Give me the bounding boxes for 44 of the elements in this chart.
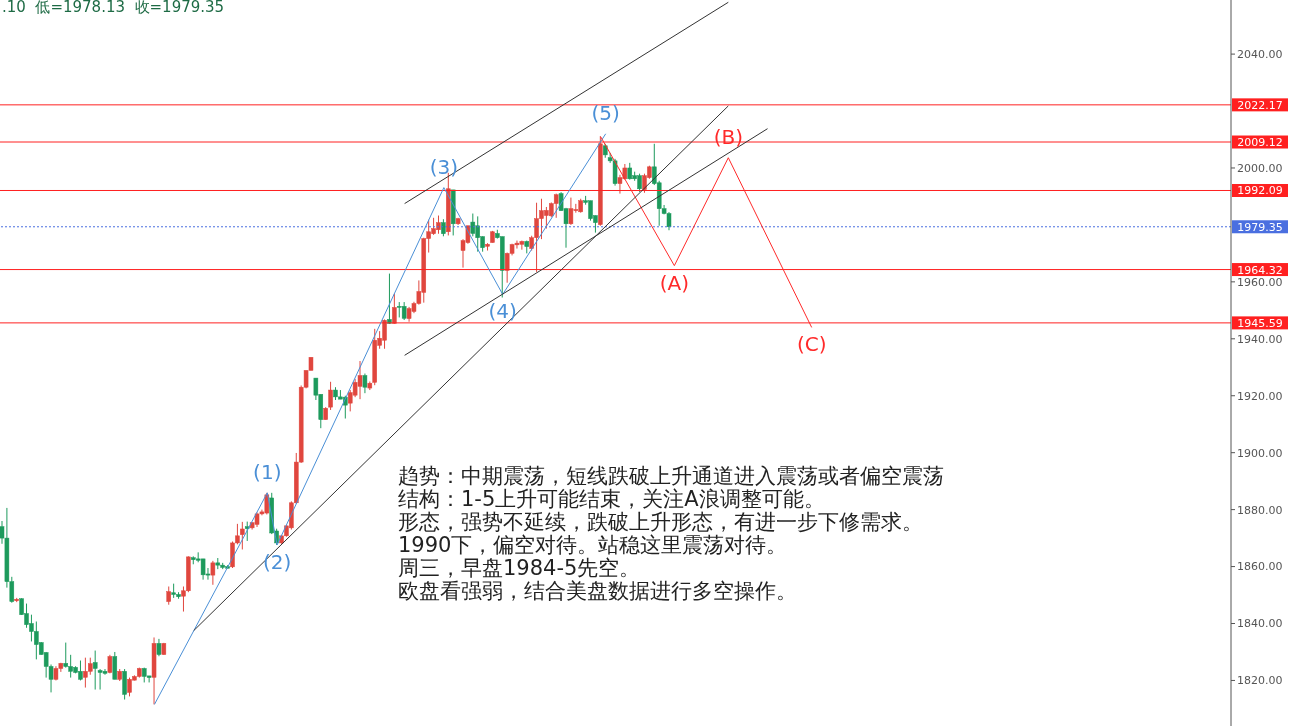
candlestick: [568, 197, 574, 226]
annotation: 形态，强势不延续，跌破上升形态，有进一步下修需求。: [398, 510, 924, 534]
candlestick: [392, 293, 397, 325]
annotation: (5): [591, 100, 620, 125]
candlestick: [553, 193, 559, 219]
candlestick: [244, 521, 250, 542]
y-tick-label: 1940.00: [1237, 332, 1283, 346]
annotation: (1): [253, 459, 282, 484]
annotation: .10 低=1978.13 收=1979.35: [2, 0, 225, 17]
y-tick-label: 1820.00: [1237, 674, 1283, 688]
y-tick-label: 2040.00: [1237, 48, 1283, 61]
annotation: (2): [262, 549, 292, 574]
candlestick: [240, 521, 245, 550]
annotation: 欧盘看强弱，结合美盘数据进行多空操作。: [398, 579, 798, 603]
annotation: (B): [713, 124, 743, 149]
annotation: (C): [796, 332, 827, 357]
ref-line-label: 1992.09: [1237, 184, 1283, 198]
ref-line-label: 1979.35: [1237, 220, 1283, 234]
y-tick-label: 1920.00: [1237, 389, 1283, 403]
annotation: (4): [488, 299, 517, 324]
candlestick: [210, 560, 216, 586]
candlestick: [362, 373, 368, 394]
candlestick: [166, 585, 171, 606]
y-tick-label: 2000.00: [1237, 161, 1283, 175]
candlestick: [63, 642, 69, 669]
ref-line-label: 2009.12: [1237, 136, 1283, 150]
candlestick: [328, 381, 333, 411]
annotation: 趋势：中期震荡，短线跌破上升通道进入震荡或者偏空震荡: [398, 464, 944, 488]
annotation: 1990下，偏空对待。站稳这里震荡对待。: [398, 533, 789, 557]
annotation: 结构：1-5上升可能结束，关注A浪调整可能。: [398, 487, 826, 511]
ref-line-label: 1964.32: [1237, 263, 1283, 277]
y-tick-label: 1960.00: [1237, 275, 1283, 289]
y-tick-label: 1880.00: [1237, 503, 1283, 517]
ref-line-label: 1945.59: [1237, 316, 1283, 330]
y-tick-label: 1840.00: [1237, 617, 1283, 631]
candlestick: [112, 651, 118, 680]
ref-line-label: 2022.17: [1237, 98, 1283, 112]
annotation: (3): [429, 154, 459, 179]
annotation: 周三，早盘1984-5先空。: [398, 556, 642, 580]
candlestick: [470, 213, 476, 237]
y-tick-label: 1900.00: [1237, 446, 1283, 460]
annotation: (A): [659, 270, 689, 295]
y-tick-label: 1860.00: [1237, 560, 1283, 574]
candlestick: [122, 668, 127, 701]
